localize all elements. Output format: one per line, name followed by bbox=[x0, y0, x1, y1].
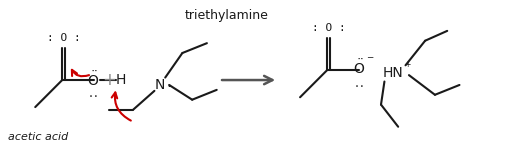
Text: N: N bbox=[155, 78, 166, 92]
Text: ..: .. bbox=[354, 79, 365, 89]
Text: acetic acid: acetic acid bbox=[8, 132, 68, 142]
Text: $^-$: $^-$ bbox=[365, 54, 375, 67]
Text: $^+$: $^+$ bbox=[403, 60, 413, 70]
Text: +: + bbox=[102, 71, 116, 89]
Text: $\ddot{\rm O}$: $\ddot{\rm O}$ bbox=[354, 58, 366, 77]
Text: : O :: : O : bbox=[47, 33, 81, 43]
Text: : O :: : O : bbox=[312, 23, 345, 33]
Text: ..: .. bbox=[87, 89, 99, 99]
Text: $\ddot{\rm O}$: $\ddot{\rm O}$ bbox=[87, 71, 99, 89]
Text: ·: · bbox=[167, 78, 172, 96]
Text: HN: HN bbox=[383, 66, 403, 80]
Text: triethylamine: triethylamine bbox=[184, 9, 268, 22]
Text: H: H bbox=[116, 73, 126, 87]
